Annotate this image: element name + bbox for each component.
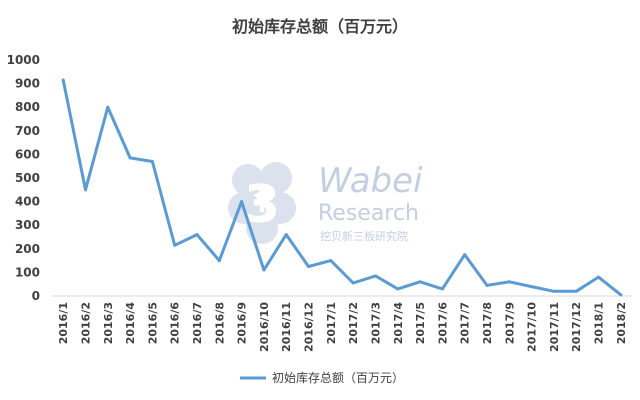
- data-point: [507, 280, 511, 284]
- x-tick-label: 2017/1: [325, 302, 338, 344]
- y-tick-label: 100: [15, 265, 40, 279]
- x-tick-label: 2016/9: [236, 302, 249, 344]
- y-tick-label: 1000: [7, 53, 40, 67]
- chart-title: 初始库存总额（百万元）: [232, 17, 408, 36]
- data-point: [61, 78, 65, 82]
- data-point: [351, 281, 355, 285]
- data-point: [195, 233, 199, 237]
- data-point: [374, 274, 377, 278]
- x-tick-label: 2016/12: [303, 302, 316, 352]
- data-point: [440, 287, 444, 291]
- series-layer: [61, 78, 623, 297]
- x-tick-label: 2016/2: [79, 302, 92, 344]
- y-tick-label: 400: [15, 195, 40, 209]
- x-tick-label: 2016/8: [213, 302, 226, 344]
- data-point: [485, 283, 489, 287]
- watermark-cn: 挖贝新三板研究院: [320, 229, 408, 243]
- x-tick-label: 2016/4: [124, 302, 137, 345]
- data-point: [597, 275, 600, 279]
- x-tick-label: 2017/4: [392, 302, 405, 345]
- x-tick-label: 2017/3: [369, 302, 382, 344]
- data-point: [150, 160, 154, 163]
- legend-label: 初始库存总额（百万元）: [272, 370, 404, 385]
- data-point: [84, 188, 87, 192]
- x-tick-label: 2017/8: [481, 302, 494, 344]
- x-tick-label: 2017/6: [436, 302, 449, 345]
- x-tick-label: 2016/10: [258, 302, 271, 352]
- series-line: [61, 78, 623, 297]
- x-tick-label: 2016/1: [57, 302, 70, 344]
- data-point: [217, 259, 221, 263]
- x-tick-label: 2016/3: [102, 302, 115, 344]
- x-tick-label: 2017/10: [526, 302, 539, 352]
- flower-3-logo-icon: 3: [228, 162, 296, 244]
- data-point: [396, 287, 400, 291]
- data-point: [552, 289, 556, 293]
- y-tick-label: 900: [15, 77, 40, 91]
- y-tick-label: 300: [15, 218, 40, 232]
- x-tick-label: 2016/7: [191, 302, 204, 344]
- data-point: [530, 285, 534, 289]
- data-point: [173, 243, 177, 247]
- y-tick-label: 800: [15, 100, 40, 114]
- y-tick-label: 600: [15, 147, 40, 161]
- y-axis: 0 100 200 300 400 500 600 700 800 900 1000: [7, 53, 40, 303]
- data-point: [128, 156, 132, 160]
- watermark-brand: Wabei: [318, 161, 423, 201]
- x-tick-label: 2017/5: [414, 302, 427, 344]
- data-point: [619, 293, 623, 297]
- data-point: [307, 265, 310, 268]
- data-point: [329, 259, 333, 263]
- x-tick-label: 2018/2: [615, 302, 628, 344]
- x-tick-label: 2018/1: [593, 302, 606, 344]
- x-tick-label: 2016/6: [169, 302, 182, 345]
- x-tick-label: 2017/11: [548, 302, 561, 352]
- watermark: 3 Wabei Research 挖贝新三板研究院: [228, 161, 423, 244]
- data-point: [418, 280, 422, 284]
- legend: 初始库存总额（百万元）: [240, 370, 404, 385]
- data-point: [574, 289, 578, 293]
- x-tick-label: 2017/12: [570, 302, 583, 352]
- x-axis: 2016/1 2016/2 2016/3 2016/4 2016/5 2016/6 2016…: [57, 302, 628, 352]
- data-point: [106, 105, 110, 109]
- y-tick-label: 500: [15, 171, 40, 185]
- x-tick-label: 2017/9: [503, 302, 516, 344]
- y-tick-label: 200: [15, 242, 40, 256]
- y-tick-label: 0: [32, 289, 40, 303]
- data-point: [262, 268, 266, 272]
- data-point: [284, 233, 288, 237]
- x-tick-label: 2016/11: [280, 302, 293, 352]
- x-tick-label: 2017/2: [347, 302, 360, 344]
- data-point: [240, 200, 244, 204]
- x-tick-label: 2016/5: [146, 302, 159, 344]
- x-tick-label: 2017/7: [459, 302, 472, 344]
- watermark-sub: Research: [318, 201, 419, 226]
- data-point: [463, 253, 467, 257]
- y-tick-label: 700: [15, 124, 40, 138]
